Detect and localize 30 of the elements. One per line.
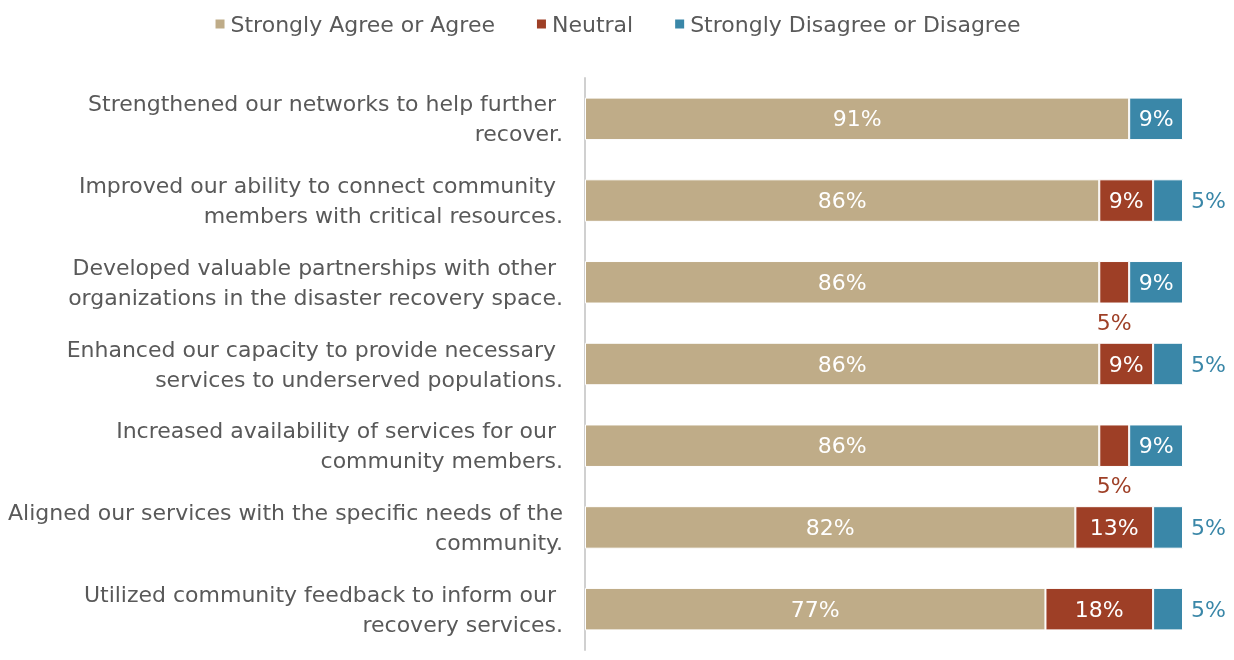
data-label: 18% [1074, 596, 1124, 622]
y-tick-label: Developed valuable partnerships with other organizations in the disaster recovery space. [68, 254, 563, 310]
data-label: 9% [1138, 106, 1174, 132]
data-label: 5% [1096, 473, 1132, 499]
data-label: 82% [805, 514, 855, 540]
y-tick-label: Improved our ability to connect community members with critical resources. [78, 173, 563, 229]
data-label: 77% [790, 596, 840, 622]
data-label: 86% [817, 188, 867, 214]
legend-label: Strongly Agree or Agree [230, 11, 495, 37]
data-label: 5% [1191, 188, 1226, 214]
data-label: 5% [1191, 596, 1226, 622]
data-label: 5% [1191, 514, 1226, 540]
data-label: 9% [1138, 433, 1174, 459]
data-label: 9% [1108, 351, 1144, 377]
y-tick-label: Aligned our services with the specific needs of the community. [8, 499, 563, 555]
data-label: 5% [1096, 310, 1132, 336]
data-label: 86% [817, 433, 867, 459]
y-tick-label: Increased availability of services for our community members. [116, 418, 563, 474]
y-tick-label: Utilized community feedback to inform our recovery services. [83, 581, 563, 637]
legend-label: Strongly Disagree or Disagree [690, 11, 1021, 37]
data-label: 13% [1089, 514, 1139, 540]
data-label: 9% [1108, 188, 1144, 214]
data-label: 5% [1191, 351, 1226, 377]
data-label: 91% [832, 106, 882, 132]
y-tick-label: Strengthened our networks to help further recover. [88, 91, 563, 147]
data-label: 9% [1138, 269, 1174, 295]
data-label: 86% [817, 269, 867, 295]
legend-label: Neutral [551, 11, 634, 37]
data-label: 86% [817, 351, 867, 377]
y-tick-label: Enhanced our capacity to provide necessary services to underserved populations. [66, 336, 563, 392]
